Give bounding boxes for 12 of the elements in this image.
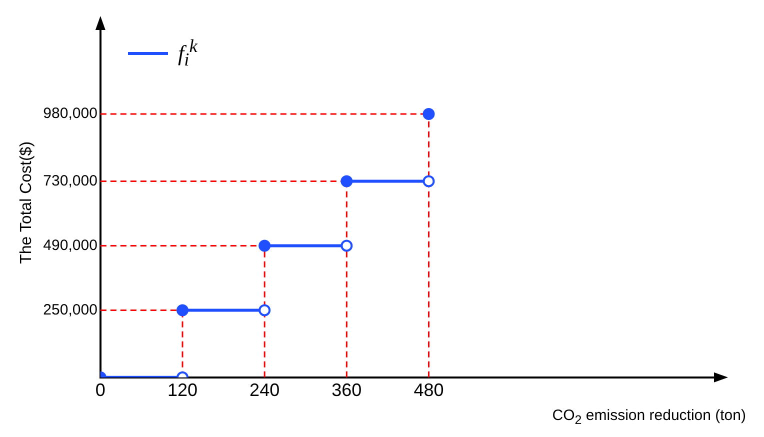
x-axis-title: CO$_{2}$ emission reduction (ton) xyxy=(552,407,746,427)
x-tick-label: 240 xyxy=(250,380,280,400)
point xyxy=(422,108,435,120)
y-tick-label: 730,000 xyxy=(43,172,98,190)
y-tick-label: 250,000 xyxy=(43,301,98,318)
x-tick-label: 120 xyxy=(167,380,198,400)
y-tick-label: 980,000 xyxy=(43,105,98,122)
x-tick-label: 480 xyxy=(414,380,444,400)
y-tick-label: 490,000 xyxy=(43,236,98,254)
x-tick-label: 360 xyxy=(332,380,362,400)
y-axis-title: The Total Cost($) xyxy=(18,141,36,264)
x-tick-label: 0 xyxy=(95,380,106,400)
